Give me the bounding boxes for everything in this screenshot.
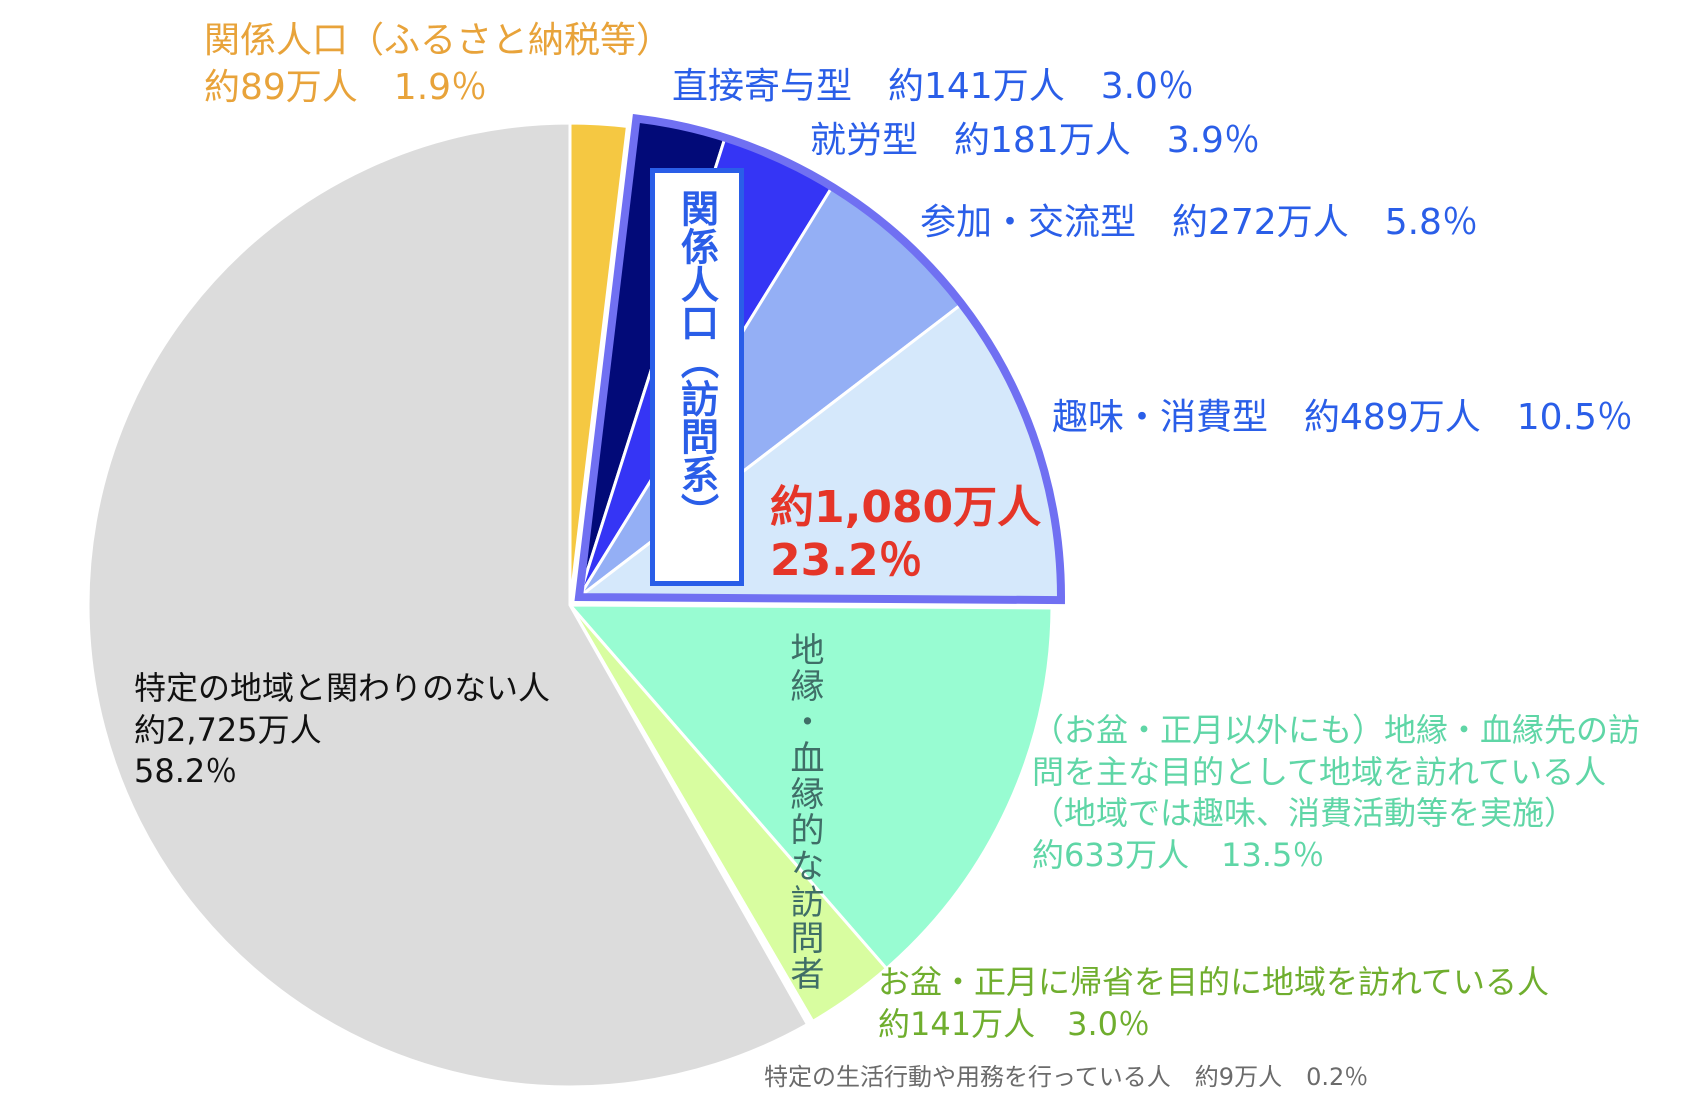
label-kankei-furusato-line-1: 関係人口（ふるさと納税等）: [204, 20, 673, 61]
label-tokutei-seikatsu-line-1: 特定の生活行動や用務を行っている人 約9万人 0.2％: [764, 1063, 1369, 1091]
label-sanka: 参加・交流型 約272万人 5.8％: [920, 200, 1478, 247]
visiting-group-vertical-label: 関係人口（訪問系）: [674, 189, 719, 531]
label-chokusetsu: 直接寄与型 約141万人 3.0％: [672, 64, 1194, 111]
label-chien-houmon-line-3: （地域では趣味、消費活動等を実施）: [1032, 794, 1577, 833]
label-kakawari-nai: 特定の地域と関わりのない人 約2,725万人 58.2％: [134, 668, 550, 793]
label-kisei-line-2: 約141万人 3.0％: [878, 1004, 1150, 1043]
label-kankei-furusato-line-2: 約89万人 1.9％: [204, 66, 488, 108]
label-chien-houmon-line-4: 約633万人 13.5％: [1032, 835, 1325, 874]
label-chien-houmon-line-2: 問を主な目的として地域を訪れている人: [1032, 752, 1607, 791]
visiting-group-total-count: 約1,080万人: [770, 482, 1042, 533]
pie-slice-kakawari-nai: [86, 121, 810, 1089]
visiting-group-label-box: 関係人口（訪問系）: [650, 168, 744, 586]
visiting-group-total-share: 23.2％: [770, 534, 923, 586]
label-tokutei-seikatsu: 特定の生活行動や用務を行っている人 約9万人 0.2％: [764, 1062, 1368, 1093]
visiting-group-total: 約1,080万人 23.2％: [770, 482, 1041, 588]
visiting-group-outline: [574, 114, 1065, 605]
label-kakawari-nai-line-2: 約2,725万人: [134, 710, 322, 749]
pie-slice-chien-houmon: [566, 603, 1054, 971]
label-chokusetsu-line-1: 直接寄与型 約141万人 3.0％: [672, 66, 1194, 107]
label-shuro-line-1: 就労型 約181万人 3.9％: [810, 120, 1260, 161]
label-kisei: お盆・正月に帰省を目的に地域を訪れている人 約141万人 3.0％: [878, 962, 1549, 1045]
label-shuro: 就労型 約181万人 3.9％: [810, 118, 1260, 165]
label-shumi-line-1: 趣味・消費型 約489万人 10.5％: [1052, 397, 1633, 438]
kinship-visitors-vertical-label: 地縁・血縁的な訪問者: [784, 632, 824, 992]
label-kisei-line-1: お盆・正月に帰省を目的に地域を訪れている人: [878, 963, 1550, 1001]
label-shumi: 趣味・消費型 約489万人 10.5％: [1052, 395, 1633, 442]
label-kakawari-nai-line-3: 58.2％: [134, 752, 238, 791]
label-chien-houmon: （お盆・正月以外にも）地縁・血縁先の訪 問を主な目的として地域を訪れている人 （…: [1032, 710, 1640, 876]
label-kankei-furusato: 関係人口（ふるさと納税等） 約89万人 1.9％: [204, 18, 672, 112]
label-sanka-line-1: 参加・交流型 約272万人 5.8％: [920, 202, 1478, 243]
label-chien-houmon-line-1: （お盆・正月以外にも）地縁・血縁先の訪: [1032, 711, 1641, 749]
label-kakawari-nai-line-1: 特定の地域と関わりのない人: [134, 669, 551, 707]
